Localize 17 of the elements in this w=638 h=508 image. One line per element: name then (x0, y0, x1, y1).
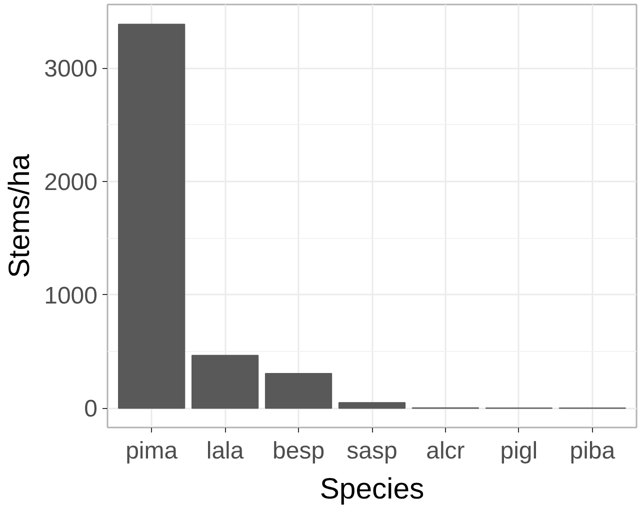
x-tick-label: pima (126, 438, 178, 464)
x-tick-label: piba (570, 438, 616, 464)
x-tick-label: lala (206, 438, 244, 464)
x-tick-label: pigl (500, 438, 538, 464)
x-tick-label: sasp (346, 438, 398, 464)
x-axis-title: Species (320, 472, 424, 506)
bar (264, 373, 332, 409)
bar (118, 24, 186, 409)
y-tick-label: 1000 (44, 282, 98, 310)
x-tick-label: alcr (426, 438, 465, 464)
y-tick-label: 3000 (44, 56, 98, 83)
y-tick-label: 0 (84, 396, 98, 423)
bar (338, 402, 406, 409)
x-tick-label: besp (272, 438, 325, 464)
y-tick-label: 2000 (44, 168, 98, 196)
y-axis-title: Stems/ha (3, 153, 36, 278)
bar (191, 354, 259, 409)
